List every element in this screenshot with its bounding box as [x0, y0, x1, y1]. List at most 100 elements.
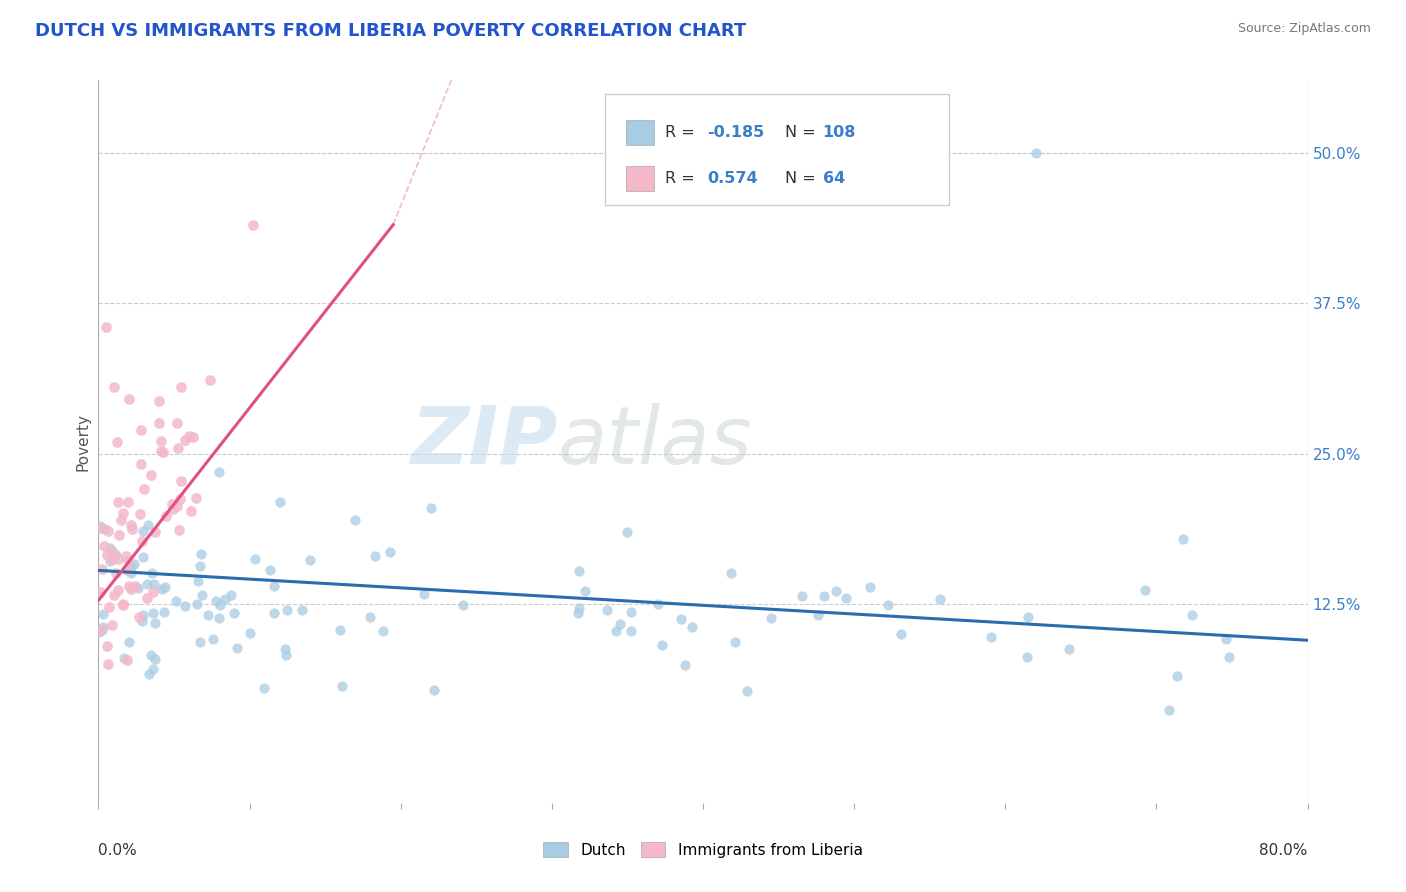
Point: [121, 522, 143, 536]
Point: [675, 658, 697, 673]
Point: [174, 433, 197, 447]
Point: [93, 522, 115, 536]
Point: [214, 592, 236, 607]
Point: [807, 607, 830, 622]
Point: [129, 423, 152, 437]
Point: [162, 501, 184, 516]
Point: [118, 579, 141, 593]
Point: [148, 417, 170, 431]
Point: [825, 584, 848, 599]
Point: [122, 557, 145, 571]
Point: [166, 500, 188, 514]
Point: [104, 566, 127, 580]
Point: [197, 607, 219, 622]
Point: [720, 566, 742, 580]
Text: 108: 108: [823, 125, 856, 139]
Point: [115, 563, 138, 577]
Point: [96, 548, 118, 562]
Point: [647, 597, 669, 611]
Point: [173, 599, 195, 614]
Point: [111, 597, 134, 611]
Point: [169, 491, 191, 506]
Point: [219, 588, 242, 602]
Point: [605, 624, 627, 639]
Y-axis label: Poverty: Poverty: [75, 412, 90, 471]
Point: [97, 657, 120, 672]
Text: atlas: atlas: [558, 402, 752, 481]
Point: [651, 638, 673, 652]
Point: [139, 467, 162, 482]
Point: [413, 587, 436, 601]
Point: [166, 416, 188, 430]
Point: [103, 588, 125, 602]
Point: [877, 598, 900, 612]
Point: [1059, 642, 1081, 657]
Point: [205, 594, 228, 608]
Point: [567, 606, 589, 620]
Point: [1215, 632, 1237, 646]
Text: N =: N =: [785, 171, 821, 186]
Point: [813, 589, 835, 603]
Point: [609, 616, 631, 631]
Point: [117, 494, 139, 508]
Point: [225, 641, 247, 656]
Text: DUTCH VS IMMIGRANTS FROM LIBERIA POVERTY CORRELATION CHART: DUTCH VS IMMIGRANTS FROM LIBERIA POVERTY…: [35, 22, 747, 40]
Point: [103, 549, 125, 563]
Point: [344, 513, 367, 527]
Point: [143, 616, 166, 631]
Point: [103, 380, 125, 394]
Point: [97, 524, 120, 538]
Point: [1017, 649, 1039, 664]
Point: [239, 625, 262, 640]
Point: [150, 582, 173, 596]
Point: [132, 524, 155, 538]
Point: [104, 548, 127, 562]
Point: [669, 612, 692, 626]
Point: [142, 607, 165, 621]
Text: 64: 64: [823, 171, 845, 186]
Point: [118, 392, 141, 407]
Point: [1218, 650, 1240, 665]
Point: [129, 507, 152, 521]
Point: [142, 662, 165, 676]
Point: [90, 624, 112, 638]
Point: [224, 607, 246, 621]
Point: [330, 679, 353, 693]
Point: [165, 594, 187, 608]
Point: [87, 624, 110, 639]
Point: [759, 611, 782, 625]
Point: [117, 553, 139, 567]
Point: [132, 482, 155, 496]
Point: [859, 581, 882, 595]
Point: [451, 598, 474, 612]
Point: [1017, 610, 1039, 624]
Point: [94, 320, 117, 334]
Point: [149, 434, 172, 448]
Point: [243, 551, 266, 566]
Point: [152, 445, 174, 459]
Point: [115, 549, 138, 563]
Point: [420, 500, 443, 515]
Point: [143, 652, 166, 666]
Point: [120, 582, 142, 596]
Legend: Dutch, Immigrants from Liberia: Dutch, Immigrants from Liberia: [537, 836, 869, 863]
Point: [107, 527, 129, 541]
Text: 0.0%: 0.0%: [98, 843, 138, 858]
Point: [208, 465, 231, 479]
Point: [190, 547, 212, 561]
Point: [170, 475, 193, 489]
Point: [186, 491, 208, 505]
Point: [359, 610, 381, 624]
Point: [1024, 145, 1046, 160]
Point: [107, 552, 129, 566]
Point: [180, 504, 202, 518]
Point: [153, 605, 176, 619]
Point: [131, 614, 153, 628]
Point: [169, 524, 191, 538]
Point: [136, 577, 159, 591]
Point: [120, 517, 142, 532]
Point: [928, 591, 950, 606]
Point: [620, 624, 643, 639]
Point: [124, 579, 146, 593]
Point: [423, 683, 446, 698]
